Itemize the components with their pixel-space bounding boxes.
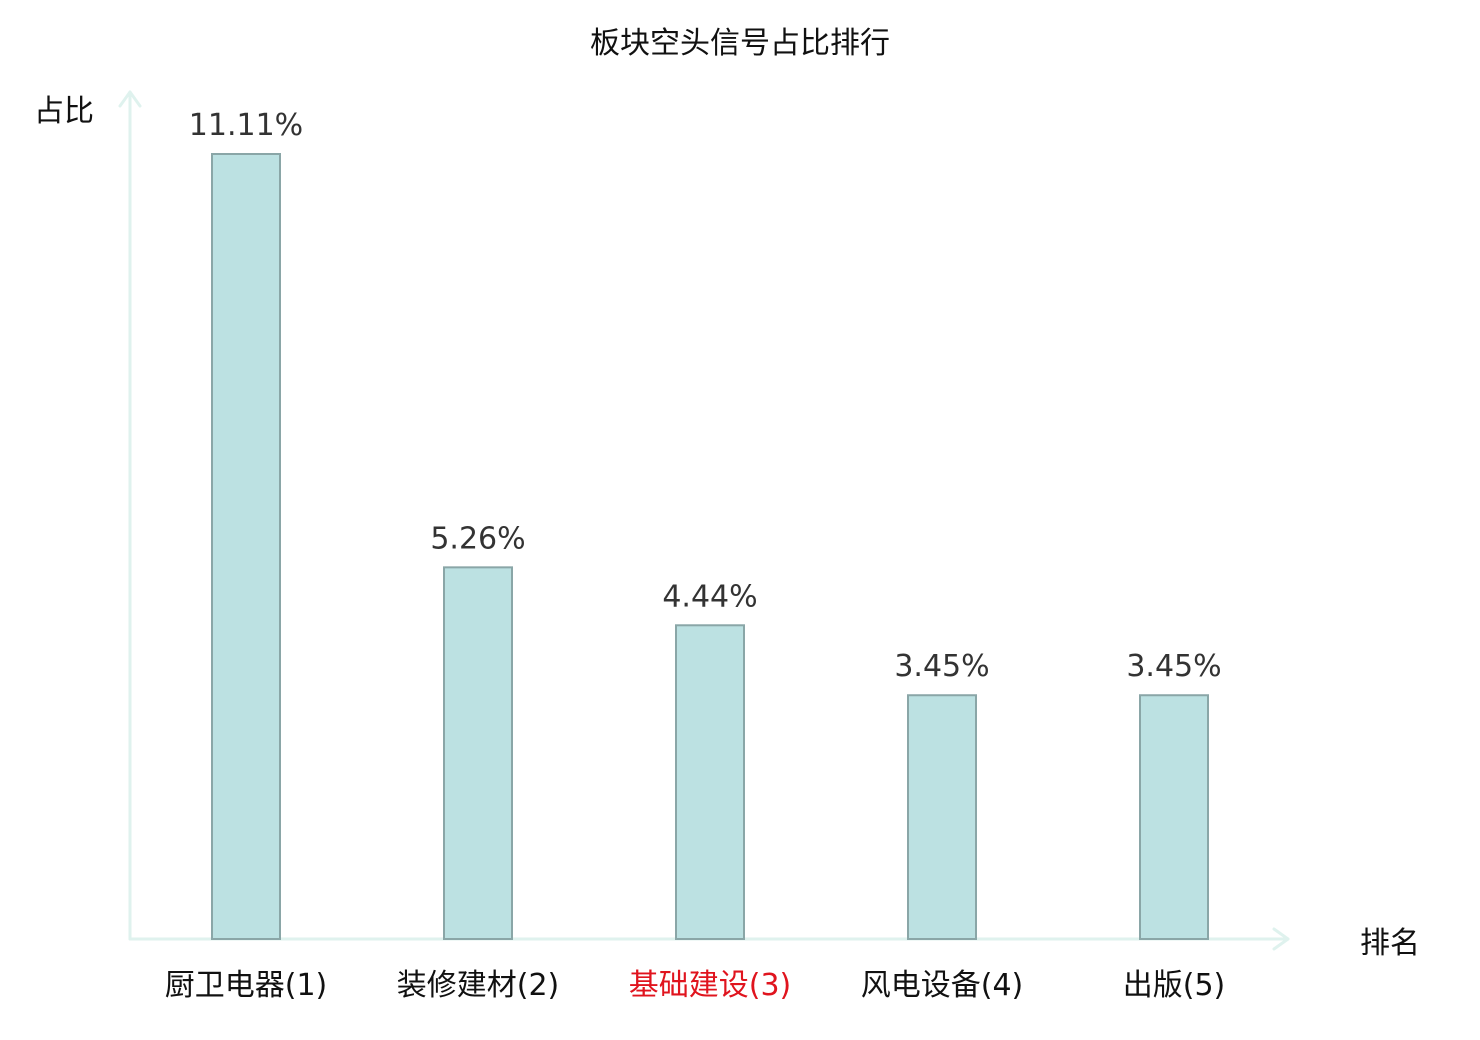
chart-title: 板块空头信号占比排行 xyxy=(590,26,890,61)
x-axis-arrow xyxy=(1272,927,1290,951)
bar xyxy=(675,624,745,941)
category-label: 出版(5) xyxy=(1123,968,1226,1003)
bar xyxy=(211,153,281,940)
category-label: 基础建设(3) xyxy=(629,968,792,1003)
bars xyxy=(211,153,1209,941)
category-label: 装修建材(2) xyxy=(397,968,560,1003)
bar xyxy=(907,694,977,940)
bar-value-label: 4.44% xyxy=(662,579,757,614)
value-labels: 11.11% 5.26% 4.44% 3.45% 3.45% xyxy=(189,108,1222,684)
bar xyxy=(443,566,513,940)
bar xyxy=(1139,694,1209,940)
category-label: 风电设备(4) xyxy=(861,968,1024,1003)
category-label: 厨卫电器(1) xyxy=(165,968,328,1003)
bar-value-label: 11.11% xyxy=(189,108,303,143)
category-labels: 厨卫电器(1) 装修建材(2) 基础建设(3) 风电设备(4) 出版(5) xyxy=(165,968,1226,1003)
y-axis-arrow xyxy=(118,90,142,108)
y-axis-label: 占比 xyxy=(34,94,94,129)
bar-value-label: 3.45% xyxy=(894,649,989,684)
bar-value-label: 3.45% xyxy=(1126,649,1221,684)
x-axis-label: 排名 xyxy=(1360,926,1420,961)
bar-value-label: 5.26% xyxy=(430,521,525,556)
